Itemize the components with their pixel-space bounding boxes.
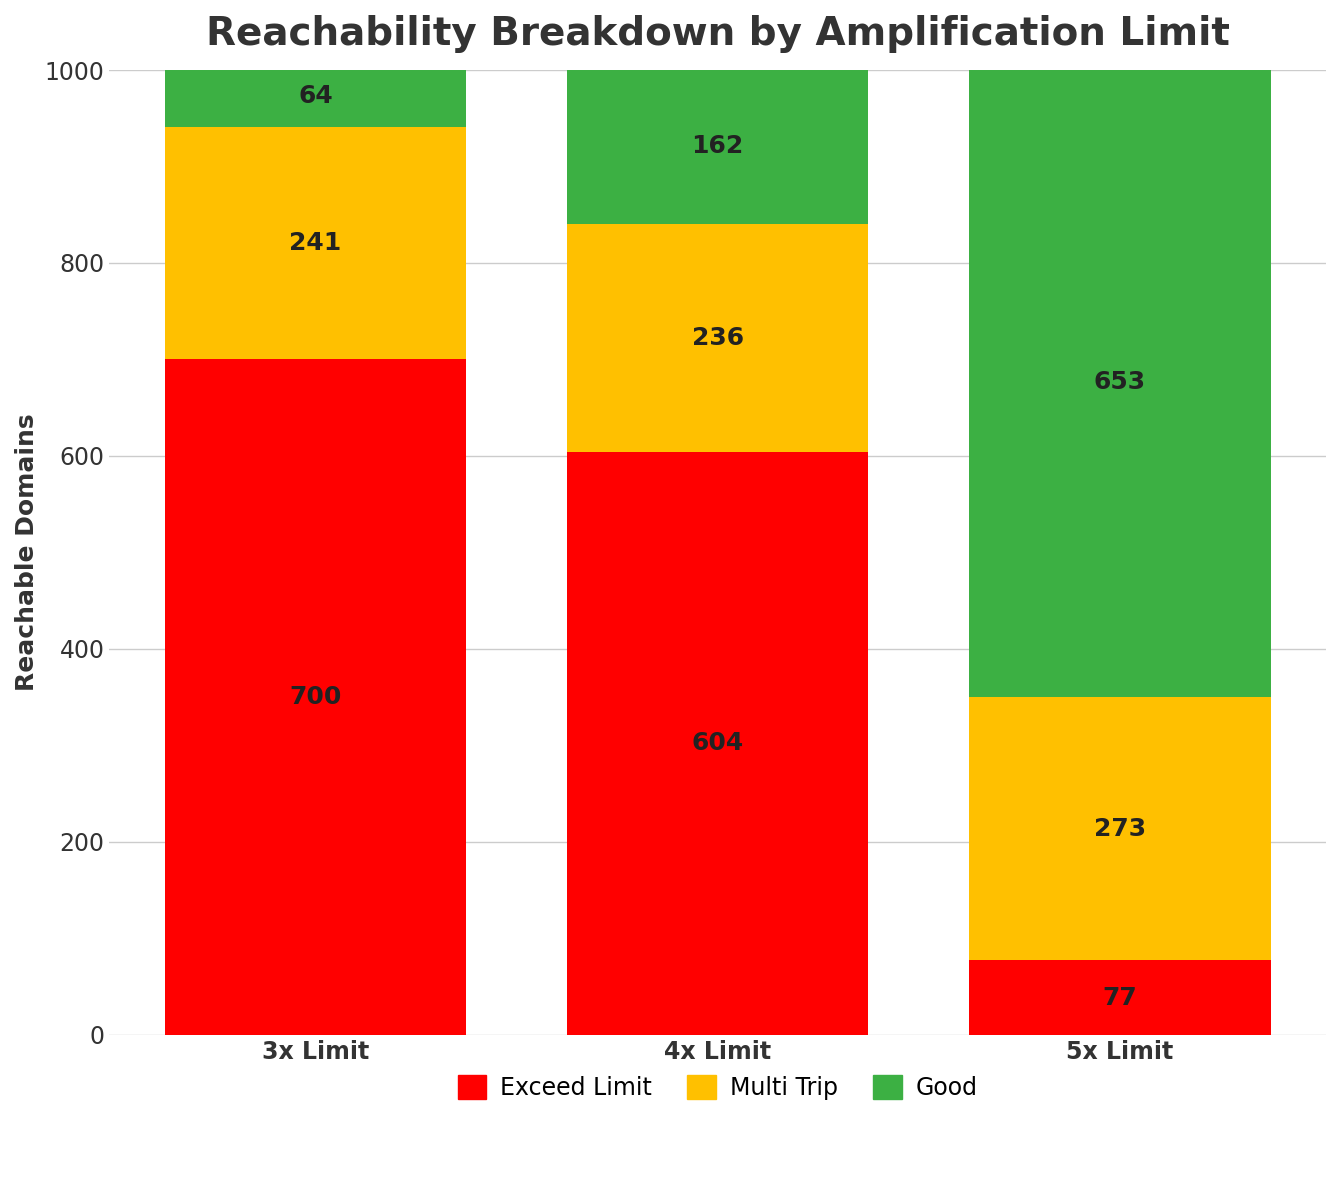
- Bar: [567, 224, 869, 452]
- Text: 273: 273: [1094, 817, 1147, 840]
- Text: 162: 162: [692, 135, 744, 159]
- Title: Reachability Breakdown by Amplification Limit: Reachability Breakdown by Amplification …: [205, 15, 1230, 52]
- Bar: [970, 961, 1271, 1035]
- Y-axis label: Reachable Domains: Reachable Domains: [15, 414, 39, 691]
- Bar: [567, 68, 869, 224]
- Text: 64: 64: [298, 85, 333, 108]
- Text: 241: 241: [290, 231, 342, 255]
- Bar: [165, 360, 467, 1035]
- Bar: [567, 452, 869, 1035]
- Text: 77: 77: [1102, 986, 1137, 1010]
- Bar: [970, 697, 1271, 961]
- Bar: [970, 67, 1271, 697]
- Text: 700: 700: [290, 685, 342, 709]
- Text: 653: 653: [1094, 370, 1147, 395]
- Text: 236: 236: [692, 327, 744, 350]
- Bar: [165, 66, 467, 126]
- Bar: [165, 126, 467, 360]
- Text: 604: 604: [692, 732, 744, 756]
- Legend: Exceed Limit, Multi Trip, Good: Exceed Limit, Multi Trip, Good: [448, 1066, 987, 1110]
